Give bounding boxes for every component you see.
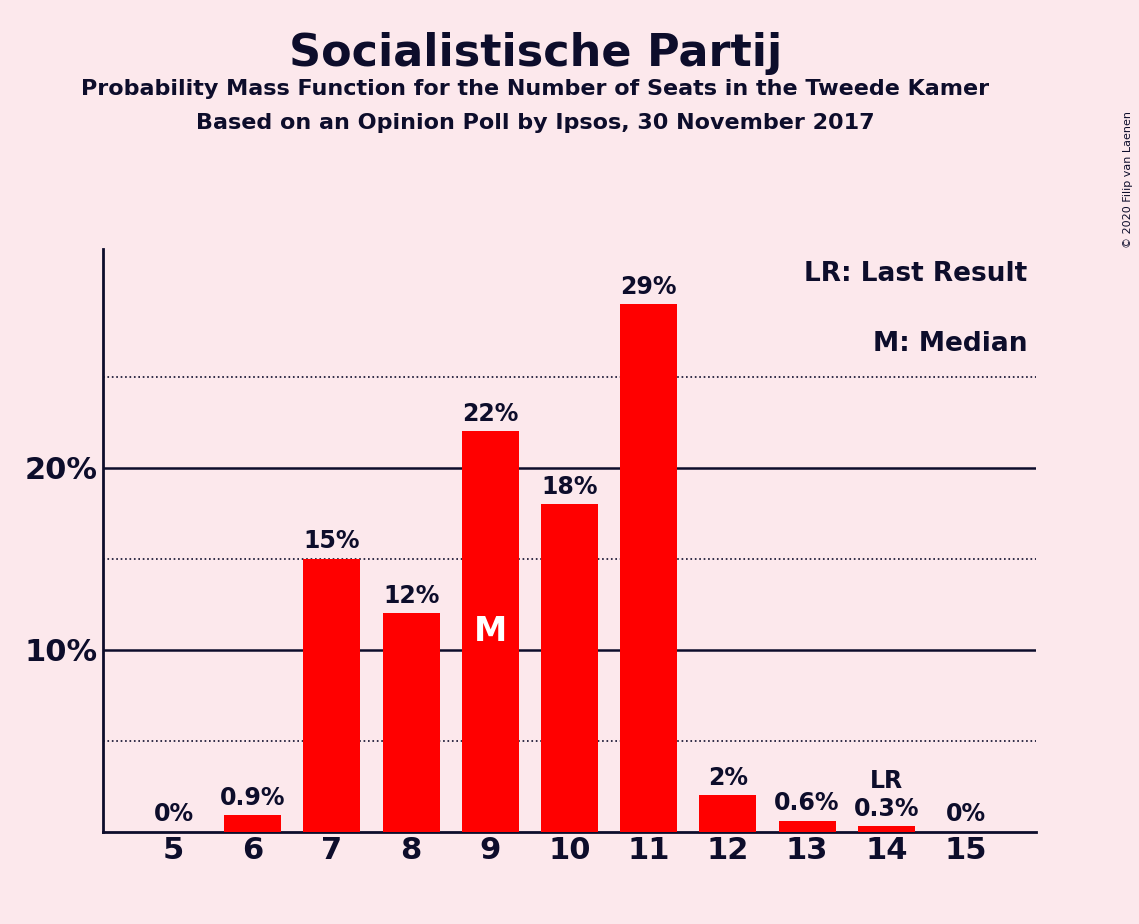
Text: 0%: 0% xyxy=(945,802,985,826)
Text: LR: LR xyxy=(870,770,903,794)
Text: 0.9%: 0.9% xyxy=(220,785,286,809)
Text: M: M xyxy=(474,615,507,648)
Text: 15%: 15% xyxy=(304,529,360,553)
Bar xyxy=(461,432,518,832)
Text: M: Median: M: Median xyxy=(872,331,1027,357)
Text: 0.3%: 0.3% xyxy=(853,796,919,821)
Text: Socialistische Partij: Socialistische Partij xyxy=(288,32,782,76)
Text: 12%: 12% xyxy=(383,584,440,608)
Text: © 2020 Filip van Laenen: © 2020 Filip van Laenen xyxy=(1123,111,1133,248)
Bar xyxy=(224,815,281,832)
Text: LR: Last Result: LR: Last Result xyxy=(804,261,1027,287)
Bar xyxy=(699,796,756,832)
Text: 29%: 29% xyxy=(621,274,677,298)
Text: 0%: 0% xyxy=(154,802,194,826)
Bar xyxy=(858,826,915,832)
Text: 2%: 2% xyxy=(708,766,748,790)
Text: 22%: 22% xyxy=(462,402,518,426)
Text: Based on an Opinion Poll by Ipsos, 30 November 2017: Based on an Opinion Poll by Ipsos, 30 No… xyxy=(196,113,875,133)
Bar xyxy=(383,614,440,832)
Bar xyxy=(621,304,678,832)
Bar xyxy=(303,559,360,832)
Bar xyxy=(541,505,598,832)
Text: Probability Mass Function for the Number of Seats in the Tweede Kamer: Probability Mass Function for the Number… xyxy=(81,79,990,99)
Text: 0.6%: 0.6% xyxy=(775,791,839,815)
Bar xyxy=(779,821,836,832)
Text: 18%: 18% xyxy=(541,475,598,499)
